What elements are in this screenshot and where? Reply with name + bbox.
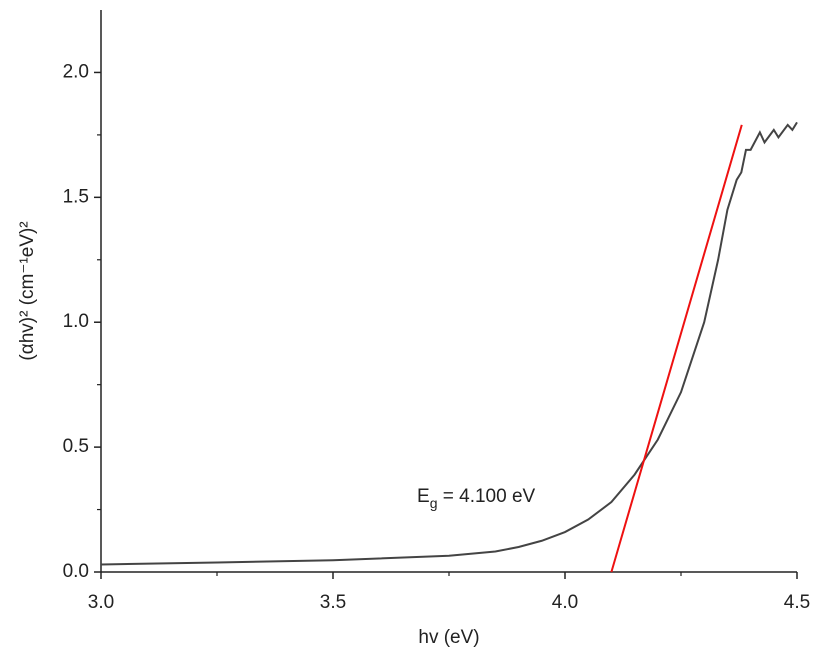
annotation: Eg = 4.100 eV bbox=[417, 486, 536, 511]
y-tick-label: 2.0 bbox=[63, 61, 89, 82]
y-tick-label: 1.5 bbox=[63, 186, 89, 207]
y-tick-label: 0.5 bbox=[63, 436, 89, 457]
x-tick-label: 4.5 bbox=[784, 592, 810, 613]
fit-line bbox=[610, 124, 743, 573]
annotation-main: E bbox=[417, 486, 430, 507]
x-tick-label: 3.5 bbox=[320, 592, 346, 613]
y-tick-label: 0.0 bbox=[63, 561, 89, 582]
y-axis-label: (αhv)² (cm⁻¹eV)² bbox=[17, 221, 38, 360]
x-tick-label: 4.0 bbox=[552, 592, 578, 613]
x-axis-label: hv (eV) bbox=[418, 627, 479, 648]
y-tick-label: 1.0 bbox=[63, 311, 89, 332]
data-line bbox=[100, 121, 798, 566]
annotation-rest: = 4.100 eV bbox=[437, 486, 535, 507]
annotation-sub: g bbox=[430, 495, 438, 511]
x-tick-label: 3.0 bbox=[88, 592, 114, 613]
